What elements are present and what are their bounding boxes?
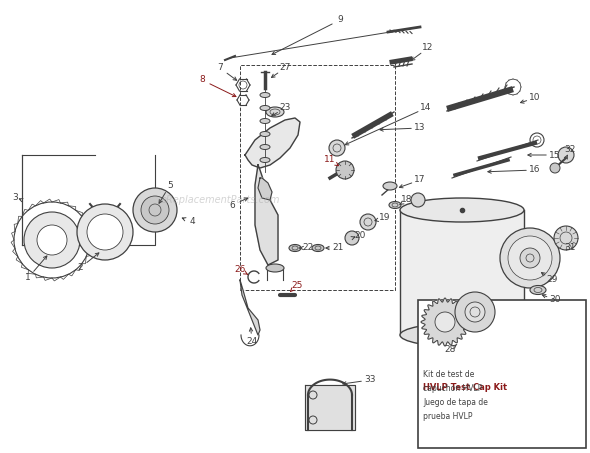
Ellipse shape <box>383 182 397 190</box>
Circle shape <box>360 214 376 230</box>
Text: 12: 12 <box>422 43 434 53</box>
Ellipse shape <box>260 131 270 136</box>
Text: 3: 3 <box>12 193 18 202</box>
Polygon shape <box>305 385 355 430</box>
Circle shape <box>500 228 560 288</box>
Ellipse shape <box>260 119 270 124</box>
Text: 1: 1 <box>25 274 31 283</box>
Text: 33: 33 <box>364 376 376 385</box>
Polygon shape <box>255 165 278 265</box>
Circle shape <box>87 214 123 250</box>
Text: prueba HVLP: prueba HVLP <box>423 412 473 421</box>
Text: 2: 2 <box>77 264 83 273</box>
Text: 24: 24 <box>247 337 258 347</box>
Circle shape <box>455 292 495 332</box>
Bar <box>240 65 395 290</box>
Text: 15: 15 <box>549 150 560 159</box>
Circle shape <box>77 204 133 260</box>
Ellipse shape <box>260 106 270 111</box>
Polygon shape <box>258 178 272 200</box>
Circle shape <box>465 302 485 322</box>
Text: 8: 8 <box>199 76 205 85</box>
Text: 26: 26 <box>234 265 245 275</box>
Text: capuchon HVLP: capuchon HVLP <box>423 384 483 393</box>
Text: 11: 11 <box>324 155 336 164</box>
Circle shape <box>508 236 552 280</box>
Ellipse shape <box>260 92 270 97</box>
Circle shape <box>550 163 560 173</box>
Circle shape <box>435 312 455 332</box>
Text: 22: 22 <box>302 244 314 252</box>
Polygon shape <box>240 280 260 335</box>
Ellipse shape <box>266 264 284 272</box>
Text: 5: 5 <box>167 180 173 189</box>
Circle shape <box>411 193 425 207</box>
Circle shape <box>336 161 354 179</box>
Text: 13: 13 <box>414 124 426 132</box>
Text: 30: 30 <box>549 295 560 304</box>
Text: HVLP Test Cap Kit: HVLP Test Cap Kit <box>423 383 507 392</box>
Text: 28: 28 <box>444 346 455 355</box>
Text: 9: 9 <box>337 15 343 24</box>
Ellipse shape <box>312 245 324 251</box>
Text: 4: 4 <box>189 217 195 226</box>
Text: 21: 21 <box>332 244 344 252</box>
Text: 14: 14 <box>420 103 432 112</box>
Ellipse shape <box>530 285 546 294</box>
Text: 29: 29 <box>546 275 558 284</box>
Ellipse shape <box>260 158 270 163</box>
Circle shape <box>329 140 345 156</box>
Ellipse shape <box>260 145 270 149</box>
Ellipse shape <box>400 323 524 347</box>
Circle shape <box>37 225 67 255</box>
Text: 27: 27 <box>279 63 291 72</box>
Bar <box>400 210 524 335</box>
Circle shape <box>558 147 574 163</box>
Text: 16: 16 <box>529 165 541 174</box>
Text: 25: 25 <box>291 280 303 289</box>
Ellipse shape <box>289 245 301 251</box>
Text: 31: 31 <box>564 244 576 252</box>
Text: 6: 6 <box>229 201 235 209</box>
Text: Kit de test de: Kit de test de <box>423 370 474 379</box>
Ellipse shape <box>400 198 524 222</box>
Ellipse shape <box>266 107 284 117</box>
Polygon shape <box>421 298 469 346</box>
Ellipse shape <box>454 339 470 347</box>
Text: 10: 10 <box>529 93 541 102</box>
Circle shape <box>133 188 177 232</box>
Circle shape <box>24 212 80 268</box>
Bar <box>418 300 586 448</box>
Circle shape <box>520 248 540 268</box>
Text: 23: 23 <box>279 103 291 112</box>
Text: eReplacementParts.com: eReplacementParts.com <box>160 195 280 205</box>
Ellipse shape <box>389 202 401 208</box>
Text: 32: 32 <box>564 145 576 154</box>
Polygon shape <box>245 118 300 168</box>
Text: 20: 20 <box>355 231 366 240</box>
Circle shape <box>141 196 169 224</box>
Text: 17: 17 <box>414 175 426 184</box>
Circle shape <box>345 231 359 245</box>
Text: 19: 19 <box>379 213 391 222</box>
Circle shape <box>554 226 578 250</box>
Text: 7: 7 <box>217 63 223 72</box>
Text: Juego de tapa de: Juego de tapa de <box>423 398 488 407</box>
Text: 18: 18 <box>401 196 413 204</box>
